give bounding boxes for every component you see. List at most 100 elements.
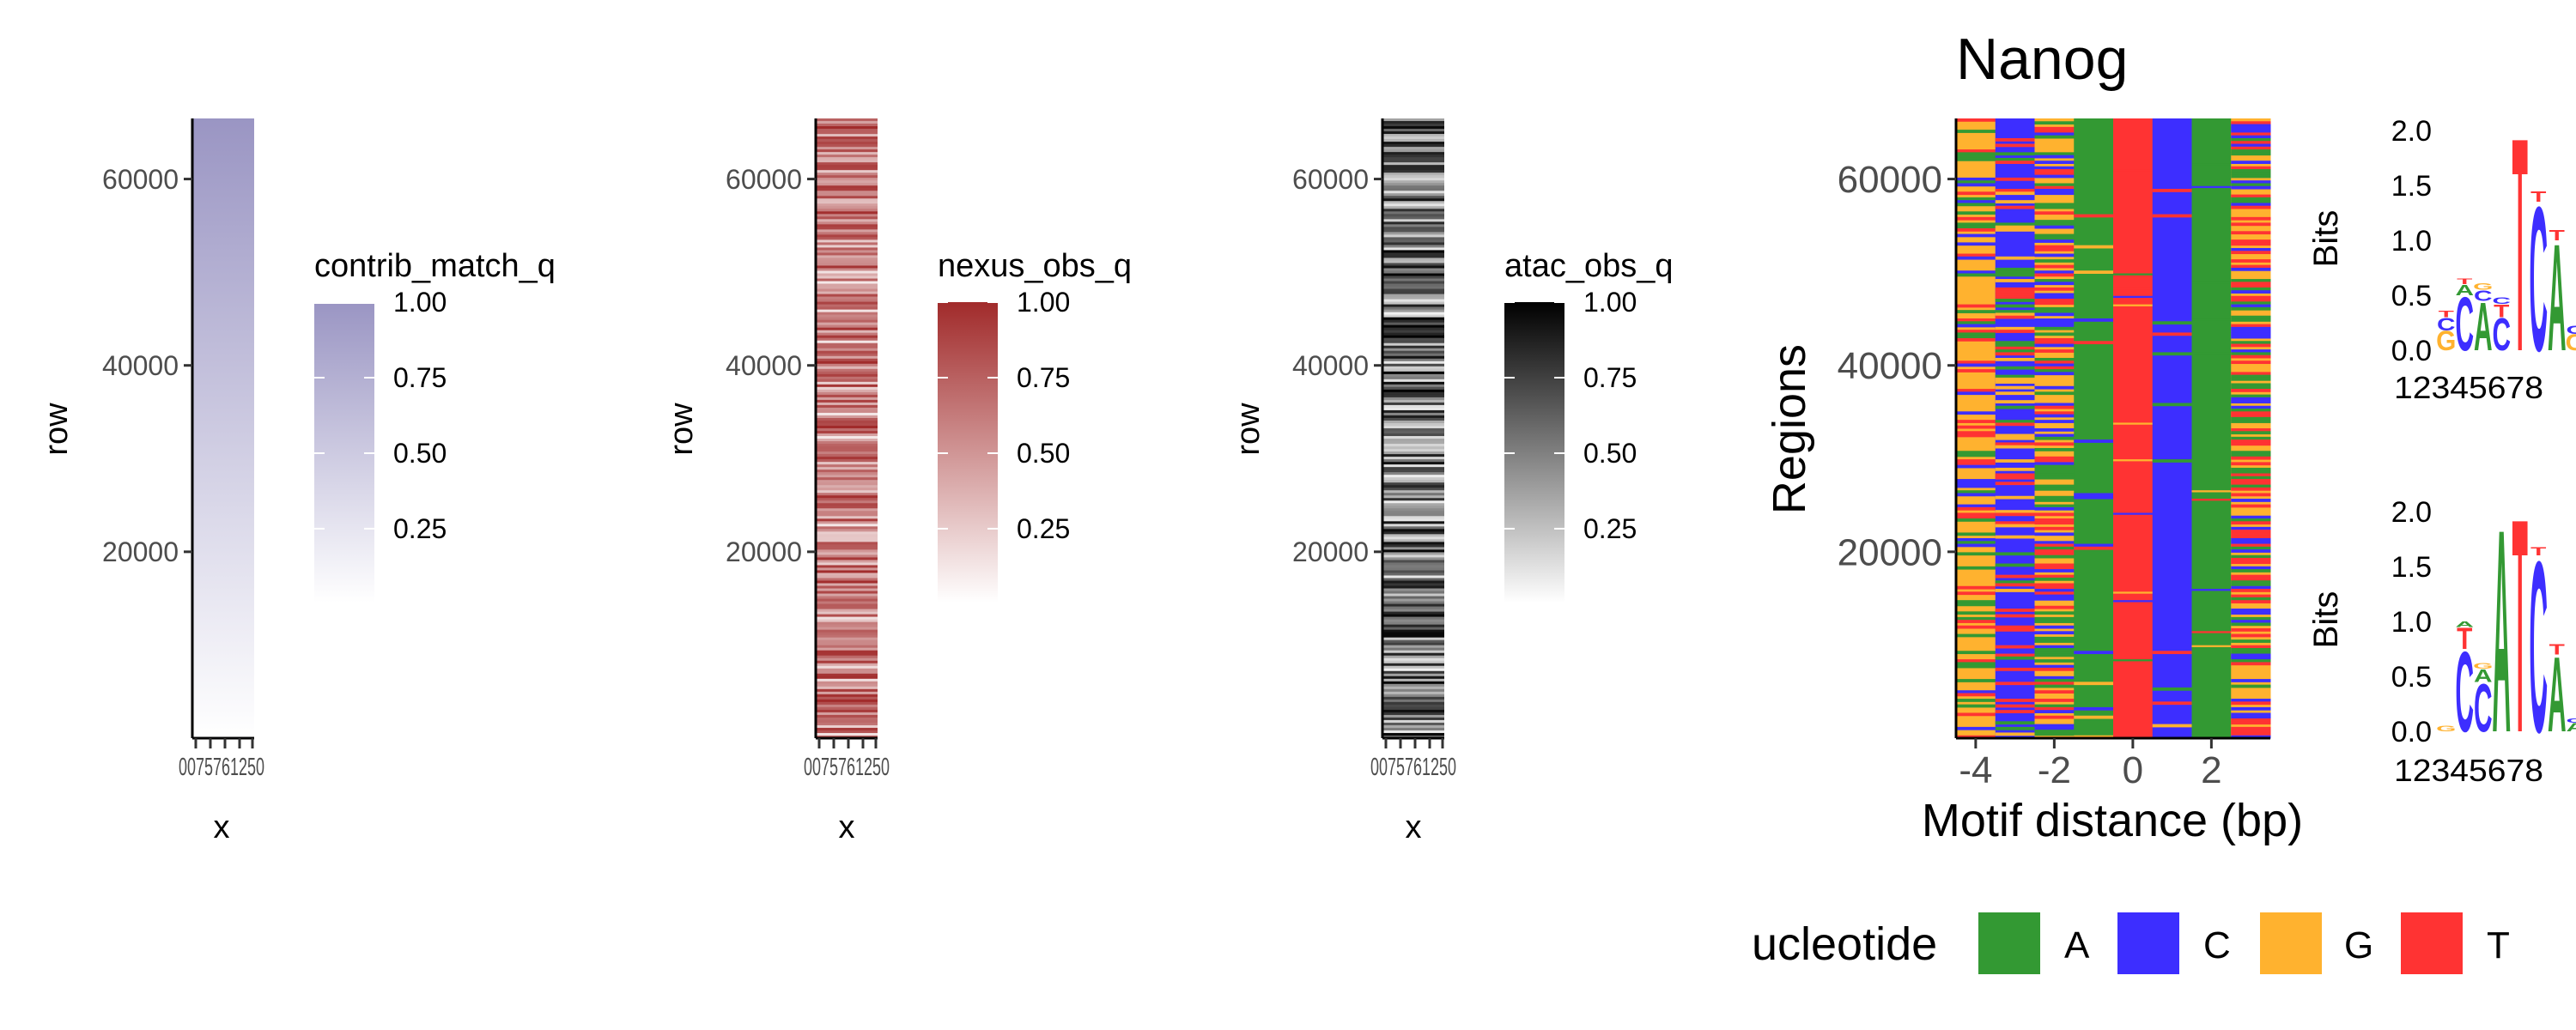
legend-tick-label: 0.50 [1017,438,1070,469]
sequence-cell [2113,422,2154,425]
sequence-cell [2231,200,2271,203]
heat-stripe [816,203,878,207]
sequence-cell [2034,518,2075,522]
heat-stripe [816,193,878,197]
legend-label-T: T [2487,924,2510,966]
sequence-cell [2074,245,2114,249]
sequence-cell [1956,512,1996,517]
heat-stripe [816,389,878,393]
sequence-cell [2034,369,2075,373]
sequence-cell [2231,653,2271,657]
heat-stripe [816,493,878,496]
sequence-cell [2231,282,2271,286]
heat-stripe [1382,722,1444,726]
heat-stripe [1382,139,1444,142]
heat-stripe [1382,131,1444,135]
sequence-cell [1995,732,2035,736]
sequence-cell [2231,416,2271,421]
heat-stripe [1382,345,1444,349]
sequence-cell [2034,203,2075,207]
sequence-cell [1956,197,1996,201]
sequence-cell [2231,360,2271,365]
sequence-cell [2034,259,2075,263]
heat-stripe [816,694,878,698]
sequence-cell [2113,591,2154,594]
heat-stripe [816,544,878,548]
heat-stripe [816,273,878,277]
sequence-cell [1995,222,2035,227]
heat-stripe [816,221,878,225]
sequence-cell [2231,279,2271,282]
heat-stripe [816,686,878,690]
heat-stripe [816,539,878,542]
sequence-cell [2034,585,2075,590]
sequence-cell [2113,459,2154,462]
heat-stripe [1382,309,1444,313]
heat-stripe [1382,655,1444,659]
sequence-cell [1995,273,2035,277]
sequence-cell [1995,143,2035,148]
sequence-cell [2152,214,2192,218]
heat-stripe [1382,647,1444,651]
sequence-cell [2231,462,2271,466]
heat-stripe [1382,464,1444,468]
heat-stripe [1382,124,1444,127]
sequence-cell [2231,701,2271,706]
heat-stripe [1382,129,1444,132]
heat-stripe [1382,417,1444,421]
heat-stripe [816,526,878,530]
sequence-cell [2074,214,2114,218]
heat-stripe [1382,252,1444,257]
logo-letter: A [2474,666,2493,686]
heat-stripe [816,655,878,659]
sequence-cell [2034,169,2075,173]
atac-y-label: row [1230,403,1267,456]
sequence-cell [2231,647,2271,651]
heat-stripe [816,167,878,171]
heat-stripe [816,358,878,362]
heat-stripe [816,611,878,615]
nucleotide-legend-title: ucleotide [1752,918,1937,970]
heat-stripe [816,216,878,220]
atac-y-tick-label: 20000 [1292,536,1369,567]
logo-letter: T [2549,227,2565,245]
logo-letter: A [2548,636,2567,755]
sequence-column [2231,118,2271,739]
heat-stripe [1382,255,1444,259]
sequence-cell [1956,157,1996,161]
heat-stripe [1382,157,1444,161]
sequence-cell [2231,152,2271,156]
heat-stripe [816,660,878,664]
heat-stripe [816,242,878,246]
sequence-cell [2074,495,2114,500]
sequence-cell [1956,324,1996,328]
sequence-cell [2034,470,2075,475]
sequence-cell [1995,625,2035,629]
heat-stripe [816,578,878,582]
sequence-cell [2152,332,2192,336]
sequence-cell [2034,405,2075,409]
heat-stripe [1382,415,1444,419]
sequence-cell [1956,337,1996,342]
sequence-cell [1956,425,1996,429]
sequence-cell [2152,189,2192,192]
sequence-cell [2034,205,2075,209]
sequence-column [2113,118,2154,738]
sequence-cell [1995,290,2035,294]
heat-stripe [1382,552,1444,556]
heat-stripe [816,420,878,424]
sequence-cell [2231,330,2271,333]
heat-stripe [1382,609,1444,613]
logo-letter: T [2512,457,2528,797]
sequence-cell [2034,699,2075,702]
heat-stripe [1382,583,1444,587]
sequence-cell [2034,616,2075,621]
heat-stripe [1382,573,1444,577]
nucleotide-legend: ucleotide A C G T [1752,912,2510,974]
sequence-cell [1995,205,2035,209]
sequence-cell [2034,363,2075,367]
sequence-y-tick-label: 40000 [1838,345,1942,387]
sequence-cell [2231,299,2271,302]
heat-stripe [816,701,878,706]
sequence-cell [1956,504,1996,508]
